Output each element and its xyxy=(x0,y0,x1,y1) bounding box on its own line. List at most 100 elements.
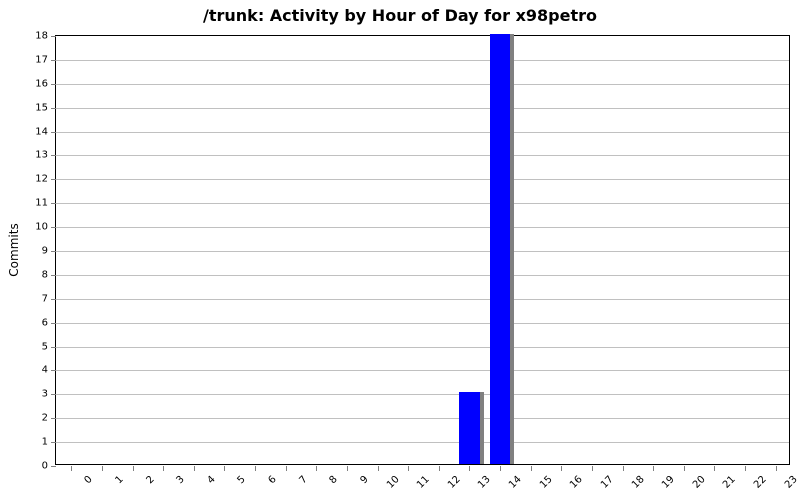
y-tick xyxy=(51,227,56,228)
y-tick xyxy=(51,370,56,371)
y-tick xyxy=(51,60,56,61)
x-tick-label: 12 xyxy=(441,474,463,496)
x-tick-label: 6 xyxy=(257,474,279,496)
x-tick xyxy=(316,466,317,471)
x-tick-label: 4 xyxy=(196,474,218,496)
gridline-h xyxy=(56,203,789,204)
y-tick-label: 5 xyxy=(24,341,48,352)
y-tick xyxy=(51,275,56,276)
gridline-h xyxy=(56,347,789,348)
x-tick xyxy=(133,466,134,471)
x-tick xyxy=(163,466,164,471)
gridline-h xyxy=(56,394,789,395)
y-tick xyxy=(51,466,56,467)
chart-container: { "chart": { "type": "bar", "title": "/t… xyxy=(0,0,800,500)
x-tick xyxy=(71,466,72,471)
gridline-h xyxy=(56,179,789,180)
y-tick-label: 0 xyxy=(24,461,48,472)
y-tick xyxy=(51,155,56,156)
x-tick xyxy=(561,466,562,471)
y-tick-label: 1 xyxy=(24,437,48,448)
x-tick-label: 10 xyxy=(379,474,401,496)
x-tick xyxy=(592,466,593,471)
y-tick-label: 12 xyxy=(24,174,48,185)
gridline-h xyxy=(56,370,789,371)
plot-area: 0123456789101112131415161718012345678910… xyxy=(55,35,790,465)
x-tick xyxy=(255,466,256,471)
x-tick-label: 5 xyxy=(226,474,248,496)
bar xyxy=(459,392,480,464)
y-tick-label: 3 xyxy=(24,389,48,400)
gridline-h xyxy=(56,60,789,61)
x-tick-label: 20 xyxy=(686,474,708,496)
x-tick-label: 23 xyxy=(778,474,800,496)
y-tick xyxy=(51,418,56,419)
x-tick xyxy=(684,466,685,471)
x-tick-label: 14 xyxy=(502,474,524,496)
gridline-h xyxy=(56,323,789,324)
y-tick xyxy=(51,179,56,180)
y-tick xyxy=(51,442,56,443)
y-axis-label: Commits xyxy=(7,223,21,276)
x-tick xyxy=(439,466,440,471)
y-tick-label: 6 xyxy=(24,317,48,328)
x-tick xyxy=(531,466,532,471)
x-tick-label: 9 xyxy=(349,474,371,496)
gridline-h xyxy=(56,442,789,443)
x-tick xyxy=(469,466,470,471)
gridline-h xyxy=(56,84,789,85)
x-tick-label: 7 xyxy=(288,474,310,496)
gridline-h xyxy=(56,299,789,300)
x-tick-label: 15 xyxy=(533,474,555,496)
x-tick xyxy=(745,466,746,471)
x-tick xyxy=(653,466,654,471)
x-tick xyxy=(408,466,409,471)
gridline-h xyxy=(56,155,789,156)
x-tick xyxy=(500,466,501,471)
gridline-h xyxy=(56,108,789,109)
x-tick-label: 18 xyxy=(624,474,646,496)
gridline-h xyxy=(56,132,789,133)
x-tick xyxy=(623,466,624,471)
x-tick-label: 2 xyxy=(134,474,156,496)
x-tick-label: 3 xyxy=(165,474,187,496)
y-tick-label: 4 xyxy=(24,365,48,376)
x-tick-label: 0 xyxy=(73,474,95,496)
y-tick xyxy=(51,347,56,348)
y-tick xyxy=(51,36,56,37)
gridline-h xyxy=(56,275,789,276)
x-tick xyxy=(378,466,379,471)
y-tick xyxy=(51,299,56,300)
x-tick xyxy=(102,466,103,471)
y-tick xyxy=(51,108,56,109)
y-tick xyxy=(51,394,56,395)
y-tick xyxy=(51,132,56,133)
y-tick-label: 16 xyxy=(24,78,48,89)
y-tick-label: 8 xyxy=(24,269,48,280)
x-tick-label: 21 xyxy=(716,474,738,496)
y-tick xyxy=(51,323,56,324)
y-tick-label: 11 xyxy=(24,198,48,209)
gridline-h xyxy=(56,418,789,419)
y-tick xyxy=(51,84,56,85)
y-tick-label: 9 xyxy=(24,246,48,257)
x-tick xyxy=(347,466,348,471)
x-tick xyxy=(286,466,287,471)
x-tick-label: 13 xyxy=(471,474,493,496)
x-tick-label: 16 xyxy=(563,474,585,496)
y-tick-label: 14 xyxy=(24,126,48,137)
x-tick-label: 1 xyxy=(104,474,126,496)
y-tick-label: 13 xyxy=(24,150,48,161)
gridline-h xyxy=(56,251,789,252)
x-tick xyxy=(194,466,195,471)
bar xyxy=(490,34,511,464)
y-tick xyxy=(51,251,56,252)
y-tick xyxy=(51,203,56,204)
x-tick-label: 19 xyxy=(655,474,677,496)
x-tick xyxy=(224,466,225,471)
gridline-h xyxy=(56,227,789,228)
x-tick-label: 8 xyxy=(318,474,340,496)
y-tick-label: 7 xyxy=(24,293,48,304)
y-tick-label: 18 xyxy=(24,31,48,42)
x-tick xyxy=(714,466,715,471)
